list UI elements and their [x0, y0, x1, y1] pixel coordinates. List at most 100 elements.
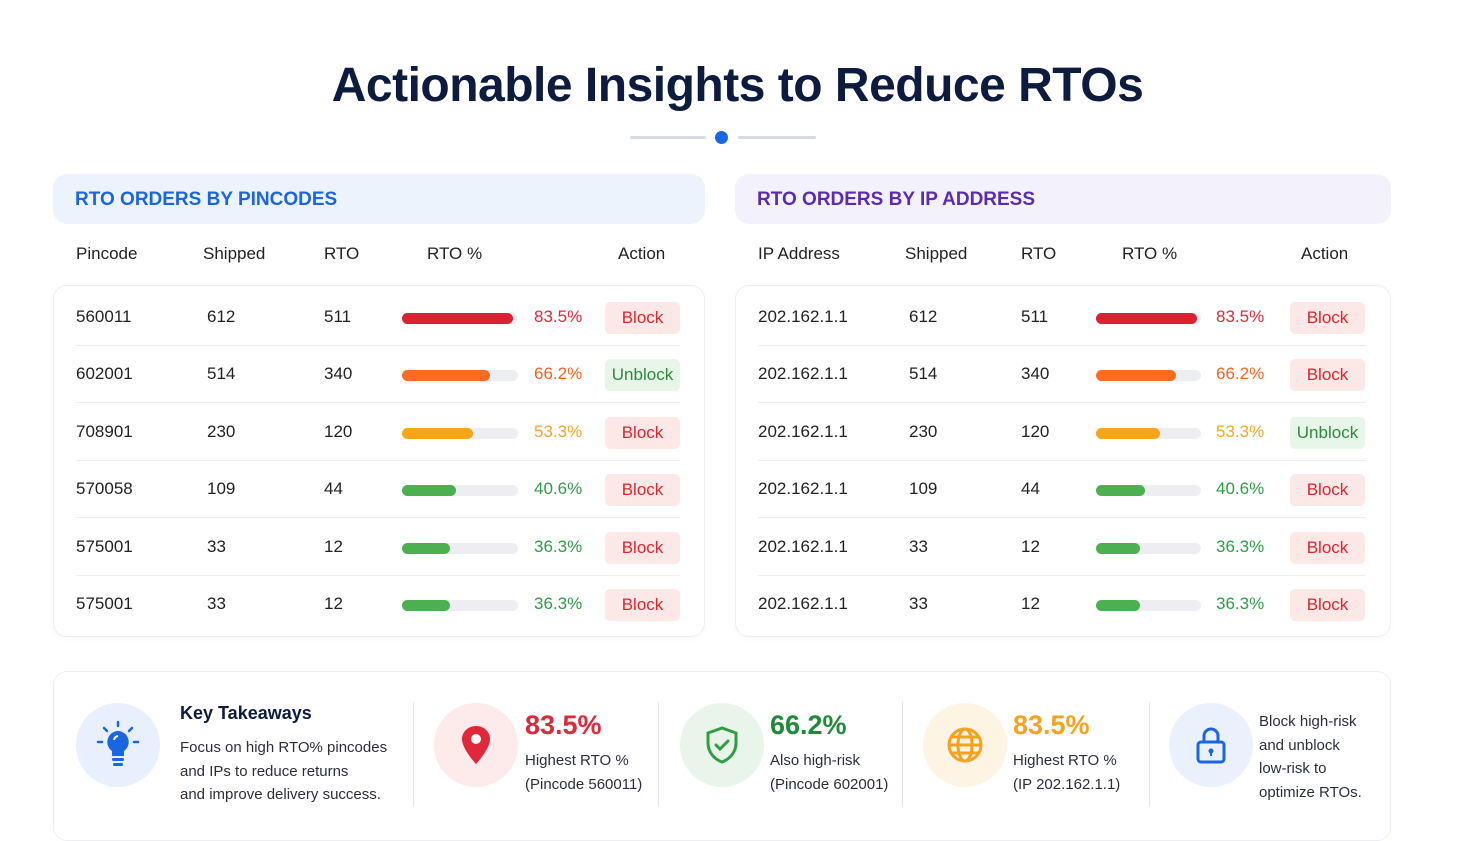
column-header: Action [618, 244, 666, 263]
row-divider [758, 517, 1366, 519]
takeaways-line: Focus on high RTO% pincodes [180, 739, 388, 756]
rto-progress-bar [1096, 485, 1201, 497]
divider [1149, 702, 1150, 806]
stat-sub: (IP 202.162.1.1) [1013, 775, 1121, 793]
rto-count: 12 [1021, 594, 1040, 613]
row-divider [758, 459, 1366, 461]
rto-percent: 36.3% [534, 594, 583, 613]
stat-sub: (Pincode 560011) [525, 775, 643, 793]
takeaways-line: and IPs to reduce returns [180, 762, 349, 780]
shield-check-icon [680, 703, 764, 787]
rto-percent: 36.3% [1216, 536, 1265, 556]
shipped-count: 514 [909, 364, 938, 384]
shipped-count: 33 [909, 536, 928, 556]
rto-percent: 53.3% [534, 421, 583, 441]
column-header: Shipped [905, 244, 968, 263]
rto-progress-fill [402, 600, 451, 611]
rto-progress-bar [1096, 542, 1201, 554]
block-button[interactable]: Block [605, 416, 680, 449]
block-button[interactable]: Block [605, 302, 680, 334]
stat-value: 83.5% [525, 710, 602, 740]
column-header: RTO % [427, 244, 483, 263]
stat-label-line: Also high-risk [770, 752, 861, 769]
column-header: Pincode [76, 244, 138, 263]
pincode: 708901 [76, 421, 133, 441]
lock-icon [1169, 703, 1253, 787]
shipped-count: 33 [207, 594, 226, 613]
table-row: 202.162.1.1 230 120 53.3% Unblock [736, 404, 1390, 461]
title-divider-right [738, 136, 816, 139]
rto-progress-fill [1096, 485, 1146, 497]
rto-progress-fill [1096, 542, 1140, 554]
rto-percent: 53.3% [1216, 421, 1265, 441]
pincode: 570058 [76, 479, 133, 499]
ip-address: 202.162.1.1 [758, 364, 848, 384]
block-button[interactable]: Block [1290, 474, 1365, 507]
shipped-count: 514 [207, 364, 236, 384]
rto-progress-fill [402, 427, 474, 439]
rto-progress-fill [1096, 427, 1161, 439]
page-title: Actionable Insights to Reduce RTOs [331, 59, 1144, 112]
shipped-count: 109 [207, 479, 236, 499]
block-button[interactable]: Block [605, 531, 680, 564]
rto-progress-fill [1096, 600, 1140, 611]
rto-progress-bar [402, 542, 518, 554]
rto-percent: 40.6% [534, 479, 583, 499]
stat-label-line: Highest RTO % [525, 752, 629, 769]
rto-percent: 66.2% [534, 364, 583, 384]
block-button[interactable]: Block [605, 474, 680, 507]
stat-value: 83.5% [1013, 710, 1090, 740]
pincode: 575001 [76, 594, 133, 613]
row-divider [76, 517, 680, 519]
block-button[interactable]: Block [605, 589, 680, 621]
block-button[interactable]: Block [1290, 589, 1365, 621]
rto-progress-bar [402, 427, 518, 439]
row-divider [76, 574, 680, 576]
column-header: Action [1301, 244, 1349, 263]
globe-icon [923, 703, 1007, 787]
rto-progress-bar [1096, 427, 1201, 439]
table-row: 202.162.1.1 612 511 83.5% Block [736, 289, 1390, 346]
ip-address: 202.162.1.1 [758, 536, 848, 556]
row-divider [758, 574, 1366, 576]
shipped-count: 230 [909, 421, 938, 441]
rto-count: 44 [324, 479, 343, 499]
rto-count: 12 [324, 536, 343, 556]
rto-progress-fill [402, 542, 451, 554]
block-button[interactable]: Block [1290, 302, 1365, 334]
rto-percent: 36.3% [534, 536, 583, 556]
block-button[interactable]: Block [1290, 359, 1365, 392]
shipped-count: 612 [207, 307, 236, 326]
rto-progress-fill [1096, 370, 1176, 382]
table-row: 602001 514 340 66.2% Unblock [54, 346, 704, 404]
rto-count: 12 [1021, 536, 1040, 556]
rto-progress-fill [402, 313, 514, 324]
divider [658, 702, 659, 806]
column-header: RTO % [1122, 244, 1178, 263]
rto-count: 12 [324, 594, 343, 613]
ip-address: 202.162.1.1 [758, 479, 848, 499]
block-button[interactable]: Block [1290, 531, 1365, 564]
table-row: 575001 33 12 36.3% Block [54, 576, 704, 633]
ip-address: 202.162.1.1 [758, 421, 848, 441]
column-header: RTO [324, 244, 360, 263]
rto-progress-bar [402, 370, 518, 382]
rto-percent: 83.5% [1216, 307, 1265, 326]
rto-percent: 40.6% [1216, 479, 1265, 499]
rto-percent: 66.2% [1216, 364, 1265, 384]
rto-progress-bar [1096, 313, 1201, 324]
unblock-button[interactable]: Unblock [605, 359, 680, 392]
unblock-button[interactable]: Unblock [1290, 416, 1365, 449]
final-tip-line: Block high-risk [1259, 713, 1357, 730]
pincode: 602001 [76, 364, 133, 384]
ip-address: 202.162.1.1 [758, 594, 848, 613]
rto-progress-bar [402, 485, 518, 497]
table-row: 575001 33 12 36.3% Block [54, 519, 704, 576]
table-row: 202.162.1.1 109 44 40.6% Block [736, 461, 1390, 519]
pincode-panel-heading: RTO ORDERS BY PINCODES [53, 174, 705, 224]
rto-count: 340 [324, 364, 353, 384]
rto-count: 120 [324, 421, 353, 441]
rto-progress-bar [1096, 370, 1201, 382]
rto-progress-fill [402, 370, 491, 382]
final-tip-line: low-risk to [1259, 760, 1327, 777]
